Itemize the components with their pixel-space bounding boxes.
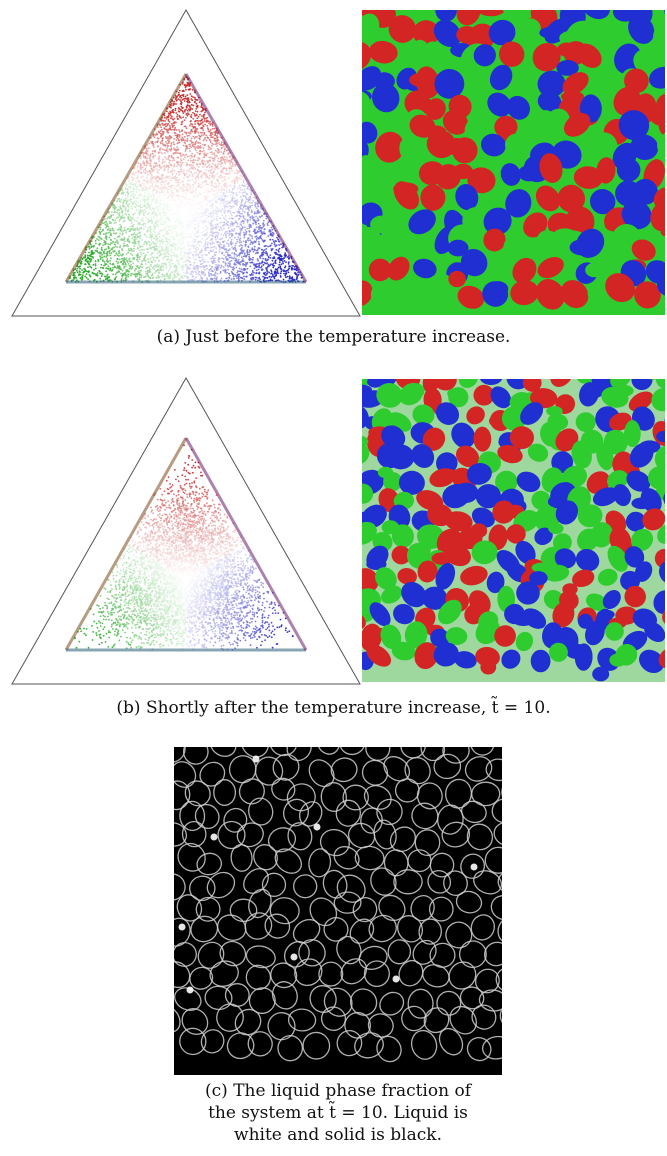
phase-field-image-a xyxy=(362,10,665,315)
ternary-edge xyxy=(64,73,188,283)
caption-c-line: (c) The liquid phase fraction of xyxy=(205,1081,471,1101)
caption-c-line: the system at t̃ = 10. Liquid is xyxy=(208,1103,468,1123)
ternary-edge xyxy=(184,73,308,283)
caption-c: (c) The liquid phase fraction of the sys… xyxy=(170,1080,506,1146)
phase-field-image-b xyxy=(362,379,665,682)
ternary-scatter-cloud xyxy=(74,444,294,651)
liquid-fraction-image xyxy=(174,747,502,1075)
caption-c-line: white and solid is black. xyxy=(234,1125,442,1145)
ternary-edge xyxy=(64,437,188,651)
ternary-scatter-cloud xyxy=(68,76,305,283)
ternary-plot-b xyxy=(10,376,362,686)
caption-b: (b) Shortly after the temperature increa… xyxy=(116,698,551,718)
ternary-plot-a xyxy=(10,8,362,318)
ternary-outline xyxy=(11,8,361,317)
caption-a: (a) Just before the temperature increase… xyxy=(156,327,511,347)
ternary-outline xyxy=(11,376,361,685)
ternary-edge xyxy=(184,437,308,651)
